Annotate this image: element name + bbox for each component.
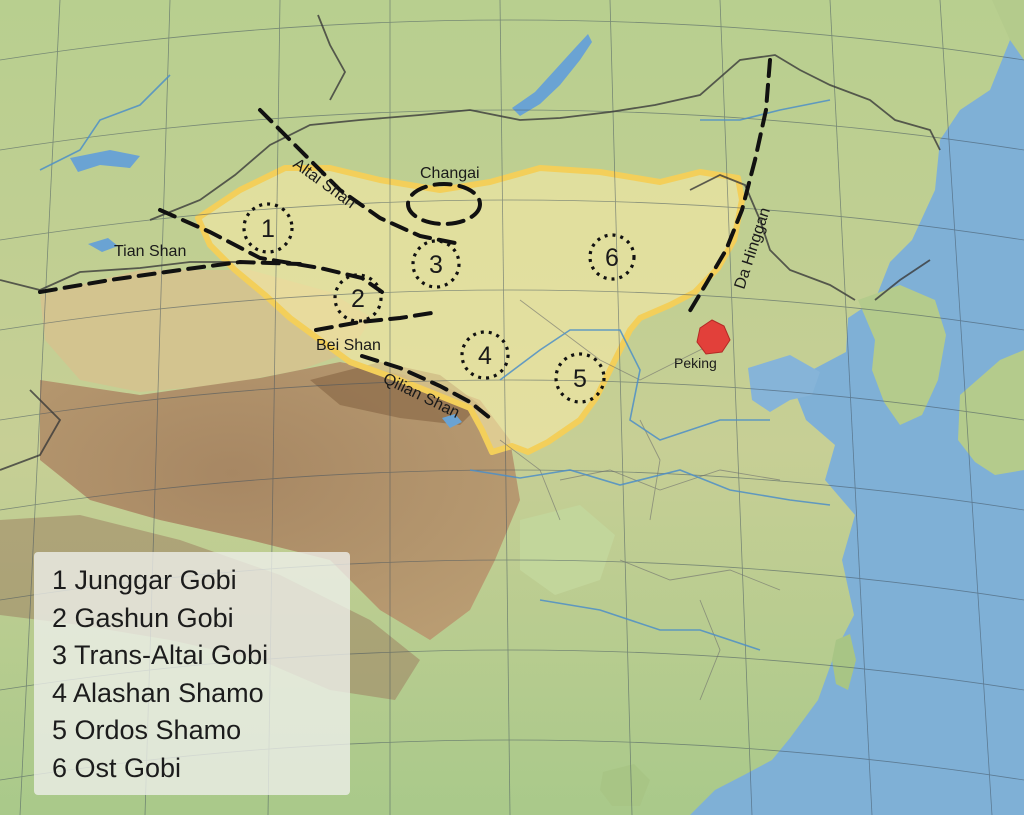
region-number-6: 6 — [605, 244, 619, 272]
legend-item-6: 6 Ost Gobi — [52, 752, 182, 783]
legend-item-5: 5 Ordos Shamo — [52, 715, 242, 745]
region-numbers: 1 2 3 4 5 6 — [261, 215, 619, 393]
label-peking: Peking — [674, 355, 717, 371]
sichuan-basin — [520, 505, 615, 595]
label-changai: Changai — [420, 165, 480, 182]
legend-item-4: 4 Alashan Shamo — [52, 677, 264, 708]
lake-balkhash — [70, 150, 140, 172]
rivers — [39, 74, 831, 651]
region-marker-3 — [411, 239, 461, 289]
region-number-4: 4 — [478, 342, 492, 370]
region-number-3: 3 — [429, 251, 443, 279]
range-tian-west-line — [38, 259, 302, 294]
province-borders — [499, 299, 781, 701]
range-dahinggan-line — [686, 58, 772, 316]
hainan — [600, 764, 650, 806]
label-bei-shan: Bei Shan — [316, 337, 381, 354]
region-marker-6 — [588, 233, 636, 281]
borders — [0, 14, 941, 471]
region-marker-1 — [242, 202, 294, 254]
legend-item-1: 1 Junggar Gobi — [52, 565, 237, 595]
gobi-region — [195, 165, 745, 455]
label-tian-shan: Tian Shan — [114, 243, 186, 260]
mountain-ranges — [38, 58, 772, 420]
bohai-sea — [748, 355, 820, 412]
korea — [858, 285, 946, 425]
legend-item-2: 2 Gashun Gobi — [52, 602, 234, 633]
range-altai-line — [258, 108, 462, 246]
lake-qinghai — [442, 414, 462, 428]
japan — [958, 350, 1024, 475]
range-qilian-line — [360, 354, 492, 420]
region-marker-4 — [460, 330, 510, 380]
legend-item-3: 3 Trans-Altai Gobi — [52, 640, 269, 670]
lake-issyk-kul — [88, 238, 118, 252]
range-bei-line — [314, 310, 440, 332]
region-marker-2 — [333, 273, 383, 323]
range-changai-line — [406, 182, 482, 226]
tibetan-plateau — [40, 362, 520, 640]
legend: 1 Junggar Gobi 2 Gashun Gobi 3 Trans-Alt… — [34, 552, 350, 795]
peking-marker — [696, 319, 731, 355]
region-number-1: 1 — [261, 215, 275, 243]
region-number-2: 2 — [351, 285, 365, 313]
japan-north — [992, 0, 1024, 60]
region-markers — [242, 202, 636, 404]
region-number-5: 5 — [573, 365, 587, 393]
taiwan — [832, 634, 856, 690]
region-marker-5 — [554, 352, 606, 404]
lake-baikal — [512, 34, 592, 116]
